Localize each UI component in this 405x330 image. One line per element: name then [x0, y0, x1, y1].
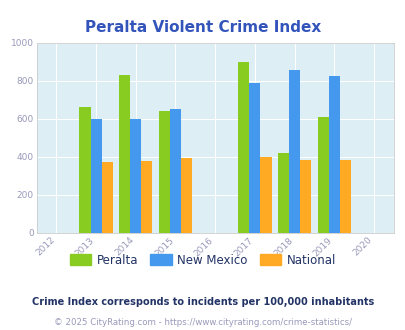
Text: Peralta Violent Crime Index: Peralta Violent Crime Index	[85, 20, 320, 35]
Bar	[277, 153, 288, 233]
Legend: Peralta, New Mexico, National: Peralta, New Mexico, National	[65, 249, 340, 271]
Bar	[79, 108, 90, 233]
Bar	[317, 117, 328, 233]
Bar	[158, 111, 170, 233]
Bar	[90, 119, 101, 233]
Text: Crime Index corresponds to incidents per 100,000 inhabitants: Crime Index corresponds to incidents per…	[32, 297, 373, 307]
Bar	[170, 109, 181, 233]
Bar	[141, 161, 152, 233]
Bar	[238, 62, 249, 233]
Bar	[288, 70, 299, 233]
Bar	[260, 157, 271, 233]
Bar	[130, 119, 141, 233]
Bar	[101, 162, 113, 233]
Bar	[181, 158, 192, 233]
Bar	[119, 75, 130, 233]
Bar	[339, 160, 350, 233]
Bar	[328, 76, 339, 233]
Bar	[249, 83, 260, 233]
Bar	[299, 160, 311, 233]
Text: © 2025 CityRating.com - https://www.cityrating.com/crime-statistics/: © 2025 CityRating.com - https://www.city…	[54, 318, 351, 327]
